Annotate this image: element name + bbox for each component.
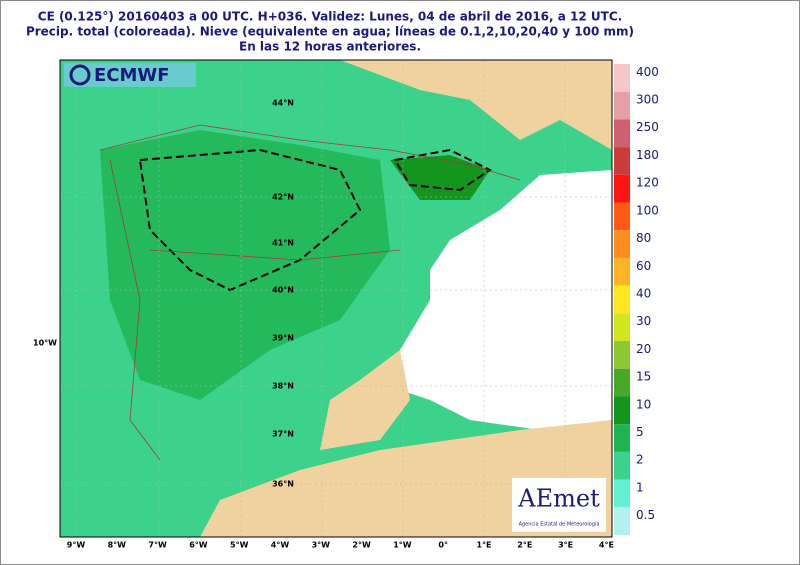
colorbar-label: 0.5 — [636, 508, 655, 522]
colorbar-segment — [614, 147, 630, 175]
map-border — [59, 59, 613, 538]
colorbar-segment — [614, 451, 630, 480]
longitude-label: 1°W — [393, 541, 412, 550]
longitude-label: 4°E — [599, 541, 614, 550]
colorbar-segment — [614, 257, 630, 286]
latitude-label: 37°N — [272, 430, 294, 439]
ecmwf-text: ECMWF — [94, 65, 170, 86]
latitude-label: 44°N — [272, 99, 294, 108]
longitude-label: 8°W — [108, 541, 127, 550]
colorbar-label: 10 — [636, 397, 651, 411]
colorbar: 400 300 250 180 120 100 80 60 40 30 20 15 10 5 2 1 0.5 — [614, 64, 659, 535]
colorbar-segment — [614, 368, 630, 397]
colorbar-segment — [614, 119, 630, 148]
longitude-label: 2°W — [352, 541, 371, 550]
colorbar-label: 5 — [636, 425, 644, 439]
precip-pyrenees — [390, 155, 490, 200]
land-se-spain — [320, 350, 410, 450]
latitude-label: 38°N — [272, 382, 294, 391]
colorbar-label: 250 — [636, 120, 659, 134]
colorbar-label: 30 — [636, 314, 651, 328]
longitude-label: 7°W — [148, 541, 167, 550]
header-line: Precip. total (coloreada). Nieve (equiva… — [26, 25, 634, 39]
left-label: 10°W — [33, 339, 57, 348]
longitude-label: 5°W — [230, 541, 249, 550]
colorbar-label: 180 — [636, 148, 659, 162]
colorbar-label: 40 — [636, 286, 651, 300]
header-line: En las 12 horas anteriores. — [239, 40, 421, 54]
colorbar-segment — [614, 507, 630, 535]
colorbar-segment — [614, 396, 630, 425]
colorbar-segment — [614, 285, 630, 314]
header-line: CE (0.125°) 20160403 a 00 UTC. H+036. Va… — [38, 10, 622, 24]
colorbar-label: 1 — [636, 480, 644, 494]
longitude-label: 3°E — [558, 541, 573, 550]
latitude-label: 41°N — [272, 239, 294, 248]
colorbar-segment — [614, 479, 630, 508]
map: ECMWF AEmet Agencia Estatal de Meteorolo… — [59, 59, 613, 538]
aemet-caption: Agencia Estatal de Meteorología — [519, 521, 600, 528]
colorbar-segment — [614, 202, 630, 231]
land-france — [340, 60, 612, 150]
aemet-logo: AEmet Agencia Estatal de Meteorología — [512, 478, 606, 532]
longitude-label: 4°W — [271, 541, 290, 550]
colorbar-label: 80 — [636, 231, 651, 245]
latitude-label: 36°N — [272, 480, 294, 489]
sea — [400, 170, 612, 430]
colorbar-segment — [614, 230, 630, 258]
colorbar-label: 2 — [636, 453, 644, 467]
longitude-label: 9°W — [67, 541, 86, 550]
ecmwf-logo: ECMWF — [64, 63, 196, 87]
colorbar-segment — [614, 424, 630, 452]
latitude-label: 39°N — [272, 334, 294, 343]
colorbar-label: 100 — [636, 203, 659, 217]
latitude-label: 40°N — [272, 286, 294, 295]
latitude-labels: 44°N 42°N 41°N 40°N 39°N 38°N 37°N 36°N — [272, 99, 294, 489]
latitude-label: 42°N — [272, 193, 294, 202]
aemet-text: AEmet — [517, 485, 600, 513]
longitude-labels: 9°W 8°W 7°W 6°W 5°W 4°W 3°W 2°W 1°W 0° 1°E 2°E 3°E 4°… — [67, 541, 614, 550]
colorbar-segment — [614, 174, 630, 203]
colorbar-label: 300 — [636, 93, 659, 107]
longitude-label: 6°W — [189, 541, 208, 550]
land-africa — [200, 420, 612, 537]
colorbar-label: 20 — [636, 342, 651, 356]
colorbar-label: 400 — [636, 65, 659, 79]
borders — [99, 124, 521, 461]
colorbar-label: 15 — [636, 370, 651, 384]
colorbar-segment — [614, 91, 630, 120]
longitude-label: 1°E — [476, 541, 491, 550]
longitude-label: 3°W — [312, 541, 331, 550]
colorbar-label: 60 — [636, 259, 651, 273]
colorbar-segment — [614, 341, 630, 369]
longitude-label: 0° — [438, 541, 448, 550]
longitude-label: 2°E — [517, 541, 532, 550]
colorbar-segment — [614, 313, 630, 342]
colorbar-segment — [614, 64, 630, 92]
precip-heavy — [100, 130, 390, 400]
colorbar-label: 120 — [636, 176, 659, 190]
